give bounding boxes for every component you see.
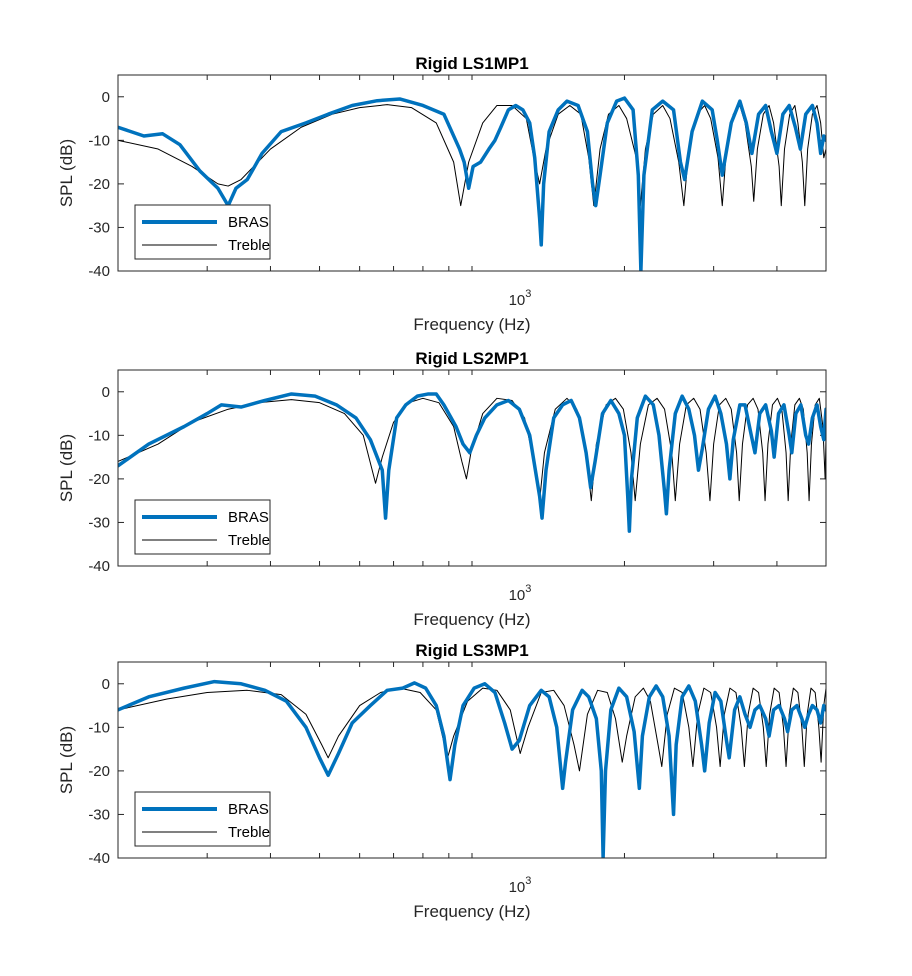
subplot-2-axes-box: [117, 369, 827, 567]
bras-series-line: [118, 392, 826, 533]
treble-series-line: [118, 687, 826, 772]
subplot-1-axes-box: [117, 74, 827, 272]
legend-treble-label: Treble: [228, 824, 270, 841]
legend-box: [134, 204, 271, 260]
y-tick-label: -10: [88, 719, 110, 736]
y-tick-label: 0: [102, 676, 110, 693]
subplot-3-legend: BRAS Treble: [134, 791, 271, 847]
subplot-2-ylabel: SPL (dB): [57, 434, 76, 502]
legend-bras-label: BRAS: [228, 509, 269, 526]
bras-series-line: [118, 96, 826, 271]
subplot-1-title: Rigid LS1MP1: [415, 54, 528, 73]
y-tick-label: -10: [88, 132, 110, 149]
y-tick-label: -30: [88, 514, 110, 531]
subplot-3-title: Rigid LS3MP1: [415, 641, 528, 660]
y-tick-label: -20: [88, 763, 110, 780]
y-tick-label: -10: [88, 427, 110, 444]
subplot-1: Rigid LS1MP1 0 -10 -20 -30 -40 103 Frequency…: [57, 54, 827, 334]
legend-treble-label: Treble: [228, 532, 270, 549]
subplot-1-legend: BRAS Treble: [134, 204, 271, 260]
subplot-1-ticks: 0 -10 -20 -30 -40: [88, 75, 826, 280]
subplot-3-axes-box: [117, 661, 827, 859]
subplot-2-title: Rigid LS2MP1: [415, 349, 528, 368]
legend-bras-label: BRAS: [228, 214, 269, 231]
subplot-3: Rigid LS3MP1 0 -10 -20 -30 -40 103 Frequency…: [57, 641, 827, 921]
y-tick-label: -30: [88, 219, 110, 236]
subplot-1-xlabel: Frequency (Hz): [413, 315, 530, 334]
legend-box: [134, 499, 271, 555]
subplot-2-xtick-label: 103: [509, 583, 532, 604]
bras-series-line: [118, 679, 826, 858]
subplot-3-ylabel: SPL (dB): [57, 726, 76, 794]
y-tick-label: -40: [88, 263, 110, 280]
subplot-3-curves: [118, 679, 826, 858]
subplot-1-xtick-label: 103: [509, 288, 532, 309]
subplot-3-xlabel: Frequency (Hz): [413, 902, 530, 921]
subplot-2: Rigid LS2MP1 0 -10 -20 -30 -40 103 Frequency…: [57, 349, 827, 629]
y-tick-label: 0: [102, 384, 110, 401]
y-tick-label: 0: [102, 89, 110, 106]
y-tick-label: -40: [88, 850, 110, 867]
legend-box: [134, 791, 271, 847]
y-tick-label: -40: [88, 558, 110, 575]
subplot-2-ticks: 0 -10 -20 -30 -40: [88, 370, 826, 575]
y-tick-label: -30: [88, 806, 110, 823]
subplot-2-curves: [118, 392, 826, 533]
subplot-3-xtick-label: 103: [509, 875, 532, 896]
legend-treble-label: Treble: [228, 237, 270, 254]
subplot-1-ylabel: SPL (dB): [57, 139, 76, 207]
y-tick-label: -20: [88, 471, 110, 488]
subplot-2-xlabel: Frequency (Hz): [413, 610, 530, 629]
subplot-2-legend: BRAS Treble: [134, 499, 271, 555]
treble-series-line: [118, 397, 826, 502]
subplot-3-ticks: 0 -10 -20 -30 -40: [88, 662, 826, 867]
legend-bras-label: BRAS: [228, 801, 269, 818]
subplot-1-curves: [118, 96, 826, 271]
y-tick-label: -20: [88, 176, 110, 193]
